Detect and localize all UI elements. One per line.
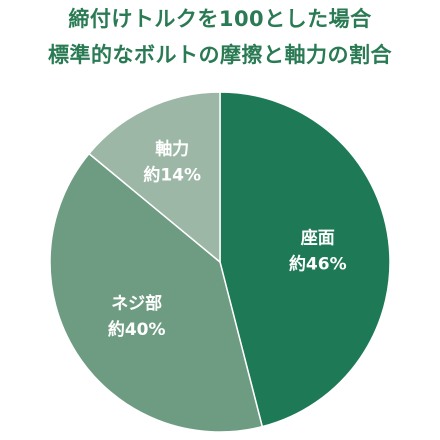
slice-name-label: 座面 [301,228,335,249]
pie-slice [49,152,264,433]
slice-name-label: 軸力 [155,139,189,160]
chart-title-line-2: 標準的なボルトの摩擦と軸力の割合 [48,43,392,67]
slice-value-label: 約40% [108,319,166,340]
pie-slice [87,91,221,264]
slice-value-label: 約14% [143,165,201,186]
slice-value-label: 約46% [289,254,347,275]
chart-title-line-1: 締付けトルクを100とした場合 [68,7,372,31]
slice-name-label: ネジ部 [111,293,162,314]
pie-slice [219,91,391,428]
